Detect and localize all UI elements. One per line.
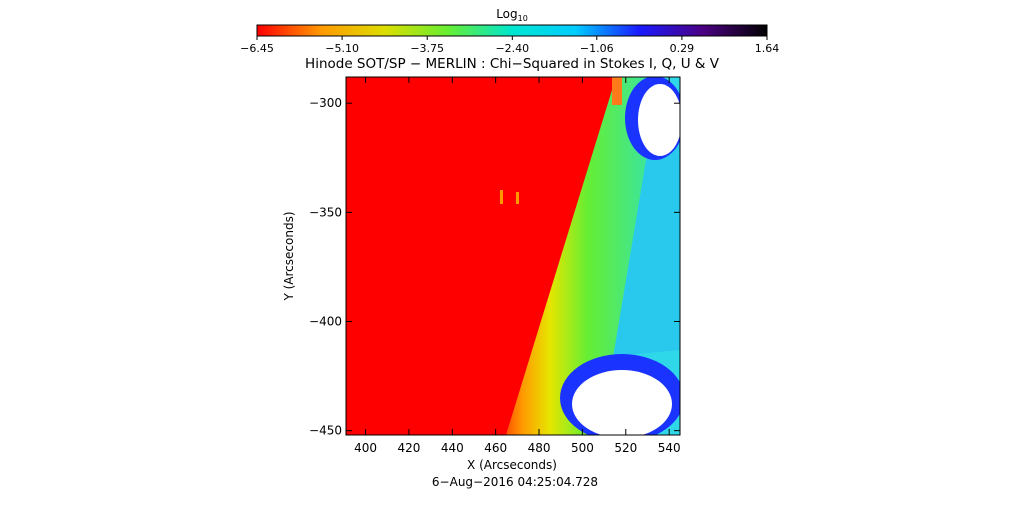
heatmap-feature-bottom-core (572, 370, 672, 435)
timestamp: 6−Aug−2016 04:25:04.728 (432, 475, 598, 489)
x-tick-label: 480 (528, 441, 551, 455)
y-tick-label: −450 (309, 424, 342, 438)
x-axis-label: X (Arcseconds) (467, 458, 557, 472)
colorbar-tick-label: −6.45 (240, 42, 274, 55)
colorbar-tick-label: 0.29 (670, 42, 695, 55)
heatmap-photosphere-feature (500, 190, 503, 204)
x-tick-label: 540 (658, 441, 681, 455)
heatmap-photosphere-feature (516, 192, 519, 204)
y-axis: −300 −350 −400 −450 (309, 96, 680, 438)
colorbar-ticks: −6.45 −5.10 −3.75 −2.40 −1.06 0.29 1.64 (240, 36, 779, 55)
heatmap-image (346, 77, 680, 435)
x-axis: 400 420 440 460 480 500 520 540 (354, 77, 681, 455)
y-tick-label: −400 (309, 314, 342, 328)
x-tick-label: 460 (484, 441, 507, 455)
x-tick-label: 520 (614, 441, 637, 455)
x-tick-label: 500 (571, 441, 594, 455)
colorbar-label-main: Log (496, 7, 517, 21)
heatmap-limb-orange-edge (612, 77, 622, 105)
chart-title: Hinode SOT/SP − MERLIN : Chi−Squared in … (305, 56, 720, 72)
y-axis-label: Y (Arcseconds) (282, 211, 296, 301)
y-tick-label: −350 (309, 205, 342, 219)
colorbar-label: Log10 (496, 7, 528, 23)
plot-frame (345, 76, 681, 436)
colorbar: Log10 −6.45 −5.10 −3.75 −2.40 −1.06 0.29 1.64 (240, 7, 779, 55)
x-tick-label: 400 (354, 441, 377, 455)
heatmap-photosphere-region (346, 77, 616, 435)
colorbar-tick-label: −5.10 (325, 42, 359, 55)
colorbar-label-subscript: 10 (518, 14, 528, 23)
heatmap-feature-top-core (638, 84, 680, 156)
colorbar-tick-label: −3.75 (410, 42, 444, 55)
colorbar-gradient (256, 24, 768, 37)
x-tick-label: 440 (441, 441, 464, 455)
colorbar-tick-label: −1.06 (580, 42, 614, 55)
heatmap-limb-band (498, 77, 660, 435)
y-tick-label: −300 (309, 96, 342, 110)
colorbar-tick-label: 1.64 (755, 42, 780, 55)
x-tick-label: 420 (397, 441, 420, 455)
colorbar-tick-label: −2.40 (495, 42, 529, 55)
